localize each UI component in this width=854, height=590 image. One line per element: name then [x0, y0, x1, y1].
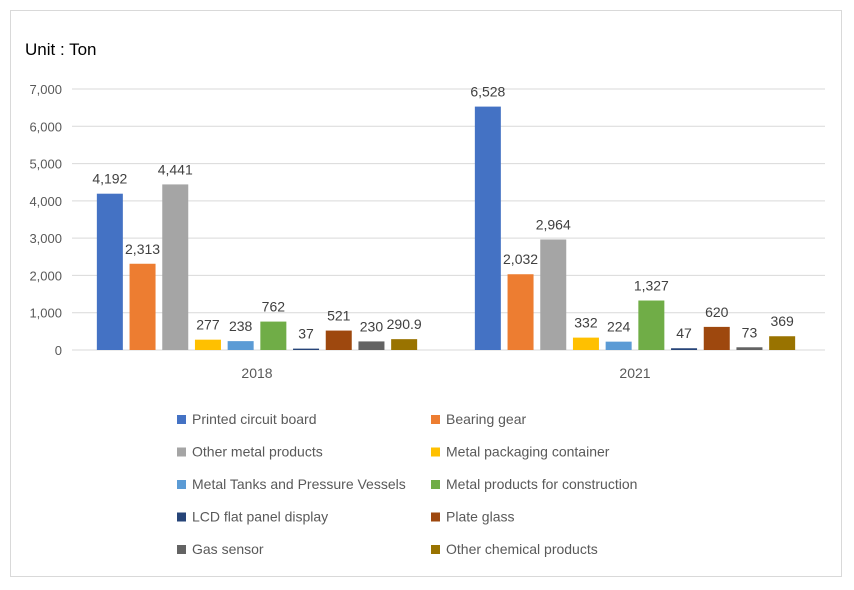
bar	[572, 337, 599, 350]
bar	[391, 339, 418, 350]
legend-label: Plate glass	[446, 509, 514, 525]
bar	[703, 326, 730, 350]
data-label: 332	[574, 315, 598, 331]
legend-label: Metal Tanks and Pressure Vessels	[192, 476, 406, 492]
bar	[260, 321, 287, 350]
x-category-label: 2018	[241, 365, 272, 381]
data-label: 47	[676, 325, 692, 341]
data-label: 369	[770, 313, 794, 329]
x-category-label: 2021	[619, 365, 650, 381]
legend-label: LCD flat panel display	[192, 509, 328, 525]
data-label: 6,528	[470, 84, 505, 100]
bar	[638, 300, 665, 350]
bar	[162, 184, 189, 350]
bar	[540, 239, 567, 350]
data-label: 2,964	[536, 216, 571, 232]
legend-swatch	[177, 512, 186, 522]
bar	[507, 274, 534, 350]
bar	[227, 341, 254, 350]
legend-swatch	[177, 447, 186, 457]
bar	[129, 263, 156, 350]
legend-swatch	[431, 512, 440, 522]
y-tick-label: 7,000	[29, 82, 62, 97]
bar	[358, 341, 385, 350]
chart-frame: Unit : Ton 0 1,000 2,000 3,000 4,000 5,000 6,00…	[10, 10, 842, 577]
data-label: 238	[229, 318, 253, 334]
chart-svg: Unit : Ton 0 1,000 2,000 3,000 4,000 5,000 6,00…	[25, 40, 825, 557]
legend-swatch	[177, 545, 186, 554]
bar	[474, 106, 501, 351]
legend-swatch	[177, 415, 186, 424]
y-tick-label: 2,000	[29, 268, 62, 283]
bar	[194, 339, 221, 350]
y-tick-label: 5,000	[29, 157, 62, 172]
data-label: 620	[705, 304, 729, 320]
legend-label: Gas sensor	[192, 541, 264, 557]
y-tick-label: 6,000	[29, 119, 62, 134]
chart-title: Unit : Ton	[25, 40, 97, 59]
data-label: 1,327	[634, 278, 669, 294]
y-tick-label: 0	[55, 343, 62, 358]
legend-swatch	[431, 415, 440, 424]
legend-label: Metal packaging container	[446, 444, 610, 460]
data-label: 4,192	[92, 171, 127, 187]
data-label: 521	[327, 308, 351, 324]
bar	[769, 336, 796, 350]
legend-label: Metal products for construction	[446, 476, 637, 492]
legend-swatch	[431, 545, 440, 554]
legend-label: Printed circuit board	[192, 411, 317, 427]
data-label: 37	[298, 326, 314, 342]
bar	[293, 348, 320, 350]
data-label: 290.9	[387, 316, 422, 332]
legend-swatch	[431, 447, 440, 457]
y-tick-label: 3,000	[29, 231, 62, 246]
data-label: 230	[360, 318, 384, 334]
bar	[736, 347, 763, 350]
legend-swatch	[177, 480, 186, 489]
data-label: 277	[196, 317, 220, 333]
data-label: 224	[607, 319, 631, 335]
bar	[605, 341, 632, 350]
data-label: 4,441	[158, 161, 193, 177]
legend-label: Bearing gear	[446, 411, 527, 427]
legend-label: Other metal products	[192, 444, 323, 460]
data-label: 73	[742, 324, 758, 340]
data-label: 2,032	[503, 251, 538, 267]
data-label: 762	[262, 299, 286, 315]
bar	[96, 193, 123, 350]
legend-swatch	[431, 480, 440, 489]
bar	[325, 330, 352, 350]
y-tick-label: 1,000	[29, 306, 62, 321]
legend-label: Other chemical products	[446, 541, 598, 557]
bar	[671, 348, 698, 350]
y-tick-label: 4,000	[29, 194, 62, 209]
data-label: 2,313	[125, 241, 160, 257]
